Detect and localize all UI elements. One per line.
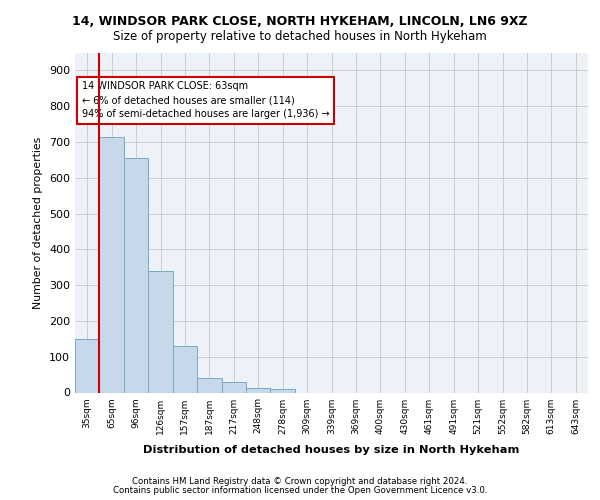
Text: 14 WINDSOR PARK CLOSE: 63sqm
← 6% of detached houses are smaller (114)
94% of se: 14 WINDSOR PARK CLOSE: 63sqm ← 6% of det…: [82, 82, 329, 120]
Text: Size of property relative to detached houses in North Hykeham: Size of property relative to detached ho…: [113, 30, 487, 43]
Bar: [100, 136, 124, 392]
Text: Contains HM Land Registry data © Crown copyright and database right 2024.: Contains HM Land Registry data © Crown c…: [132, 477, 468, 486]
Bar: [173, 346, 197, 393]
Y-axis label: Number of detached properties: Number of detached properties: [34, 136, 43, 308]
Bar: [124, 158, 148, 392]
X-axis label: Distribution of detached houses by size in North Hykeham: Distribution of detached houses by size …: [143, 445, 520, 455]
Text: 14, WINDSOR PARK CLOSE, NORTH HYKEHAM, LINCOLN, LN6 9XZ: 14, WINDSOR PARK CLOSE, NORTH HYKEHAM, L…: [72, 15, 528, 28]
Bar: [197, 378, 221, 392]
Text: Contains public sector information licensed under the Open Government Licence v3: Contains public sector information licen…: [113, 486, 487, 495]
Bar: [246, 388, 271, 392]
Bar: [75, 339, 100, 392]
Bar: [271, 389, 295, 392]
Bar: [221, 382, 246, 392]
Bar: [148, 271, 173, 392]
